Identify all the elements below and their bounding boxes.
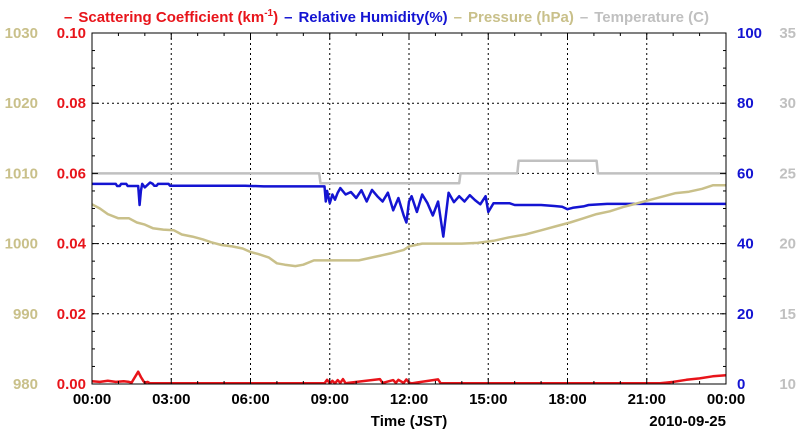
legend-dash-scattering: – xyxy=(64,9,72,26)
legend-suffix-scattering: ) xyxy=(273,9,278,26)
x-axis-title: Time (JST) xyxy=(371,413,447,430)
pressure-axis-tick-label: 1020 xyxy=(5,95,38,112)
scattering-axis-tick-label: 0.00 xyxy=(57,376,86,393)
humidity-axis-tick-label: 60 xyxy=(737,165,754,182)
x-tick-label: 00:00 xyxy=(707,391,745,408)
relative-humidity-line xyxy=(92,181,726,238)
x-tick-label: 15:00 xyxy=(469,391,507,408)
temperature-axis-tick-label: 10 xyxy=(779,376,796,393)
scattering-axis-tick-label: 0.08 xyxy=(57,95,86,112)
pressure-axis-tick-label: 980 xyxy=(13,376,38,393)
x-tick-label: 06:00 xyxy=(231,391,269,408)
legend-dash-temperature: – xyxy=(580,9,588,26)
ticks xyxy=(91,32,727,385)
legend-dash-humidity: – xyxy=(284,9,292,26)
pressure-axis-tick-label: 1030 xyxy=(5,25,38,42)
pressure-axis-tick-label: 1000 xyxy=(5,236,38,253)
x-tick-label: 00:00 xyxy=(73,391,111,408)
series-group xyxy=(91,159,727,385)
scattering-axis-tick-label: 0.02 xyxy=(57,306,86,323)
legend-label-pressure: Pressure (hPa) xyxy=(468,9,574,26)
scattering-axis-tick-label: 0.06 xyxy=(57,165,86,182)
humidity-axis-tick-label: 80 xyxy=(737,95,754,112)
temperature-axis-tick-label: 20 xyxy=(779,236,796,253)
pressure-axis-tick-label: 990 xyxy=(13,306,38,323)
legend-text: – Scattering Coefficient (km-1) – Relative … xyxy=(64,8,709,26)
scattering-coefficient-line xyxy=(91,370,727,385)
x-tick-label: 21:00 xyxy=(628,391,666,408)
legend-dash-pressure: – xyxy=(454,9,462,26)
legend-sup-scattering: -1 xyxy=(264,8,273,19)
temperature-line xyxy=(92,159,726,185)
humidity-axis-tick-label: 0 xyxy=(737,376,745,393)
pressure-axis-tick-label: 1010 xyxy=(5,165,38,182)
legend-label-scattering: Scattering Coefficient (km xyxy=(78,9,264,26)
humidity-axis-tick-label: 40 xyxy=(737,236,754,253)
legend: – Scattering Coefficient (km-1) – Relative … xyxy=(64,8,709,26)
scattering-axis-tick-label: 0.04 xyxy=(57,236,87,253)
temperature-axis-tick-label: 35 xyxy=(779,25,796,42)
temperature-axis-tick-label: 25 xyxy=(779,165,796,182)
x-tick-label: 03:00 xyxy=(152,391,190,408)
x-tick-label: 12:00 xyxy=(390,391,428,408)
humidity-axis-tick-label: 100 xyxy=(737,25,762,42)
legend-label-temperature: Temperature (C) xyxy=(594,9,709,26)
scattering-axis-tick-label: 0.10 xyxy=(57,25,86,42)
pressure-line xyxy=(91,184,726,268)
legend-label-humidity: Relative Humidity(%) xyxy=(298,9,447,26)
humidity-axis-tick-label: 20 xyxy=(737,306,754,323)
x-tick-label: 18:00 xyxy=(548,391,586,408)
temperature-axis-tick-label: 30 xyxy=(779,95,796,112)
x-tick-label: 09:00 xyxy=(311,391,349,408)
date-label: 2010-09-25 xyxy=(649,413,726,430)
axis-labels: 00:00 03:00 06:00 09:00 12:00 15:00 18:00 21:00… xyxy=(5,25,796,408)
temperature-axis-tick-label: 15 xyxy=(779,306,796,323)
